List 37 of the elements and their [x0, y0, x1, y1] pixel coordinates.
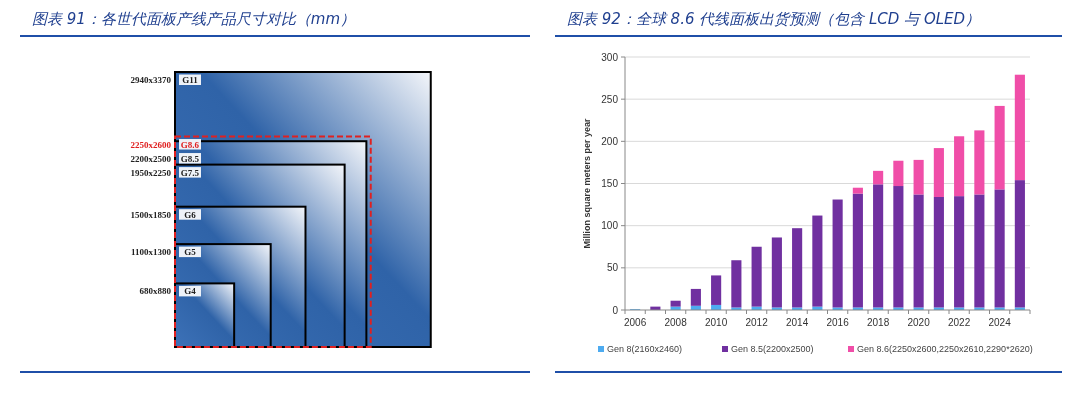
y-tick-label: 100	[601, 220, 619, 232]
legend-label: Gen 8.6(2250x2600,2250x2610,2290*2620)	[857, 344, 1033, 354]
data-label: 1500x1850	[130, 209, 172, 220]
legend-label: Gen 8(2160x2460)	[607, 344, 683, 354]
x-tick-label: 2012	[745, 317, 769, 328]
y-tick-label: 150	[601, 178, 619, 189]
text: 图表 91：各世代面板产线产品尺寸对比（mm）	[32, 10, 356, 28]
category-label: G5	[184, 247, 197, 258]
x-tick-label: 2024	[988, 317, 1012, 328]
data-label: 2250x2600	[130, 139, 172, 150]
y-tick-label: 50	[606, 262, 619, 274]
category-label: G7.5	[180, 167, 200, 178]
category-label: G4	[184, 286, 197, 297]
category-label: G8.6	[180, 139, 200, 150]
y-tick-label: 200	[601, 135, 619, 147]
x-tick-label: 2008	[664, 317, 688, 328]
y-tick-label: 300	[601, 51, 619, 63]
data-label: 1100x1300	[130, 247, 172, 258]
category-label: G11	[182, 75, 199, 85]
y-tick-label: 250	[601, 93, 619, 105]
x-tick-label: 2016	[826, 317, 850, 328]
x-tick-label: 2014	[786, 317, 809, 328]
legend-label: Gen 8.5(2200x2500)	[731, 344, 814, 354]
data-label: 2940x3370	[130, 75, 172, 85]
x-tick-label: 2020	[907, 317, 931, 328]
x-tick-label: 2010	[705, 317, 728, 328]
y-axis-title: Million square meters per year	[582, 117, 592, 249]
category-label: G8.5	[180, 153, 200, 164]
category-label: G6	[184, 209, 197, 220]
x-tick-label: 2022	[948, 317, 971, 328]
x-tick-label: 2018	[867, 317, 890, 328]
data-label: 2200x2500	[130, 153, 172, 164]
chart-title: 图表 92：全球 8.6 代线面板出货预测（包含 LCD 与 OLED）	[567, 10, 981, 28]
data-label: 1950x2250	[130, 167, 172, 178]
y-tick-label: 0	[612, 304, 619, 316]
x-tick-label: 2006	[624, 317, 647, 328]
data-label: 680x880	[139, 286, 172, 297]
